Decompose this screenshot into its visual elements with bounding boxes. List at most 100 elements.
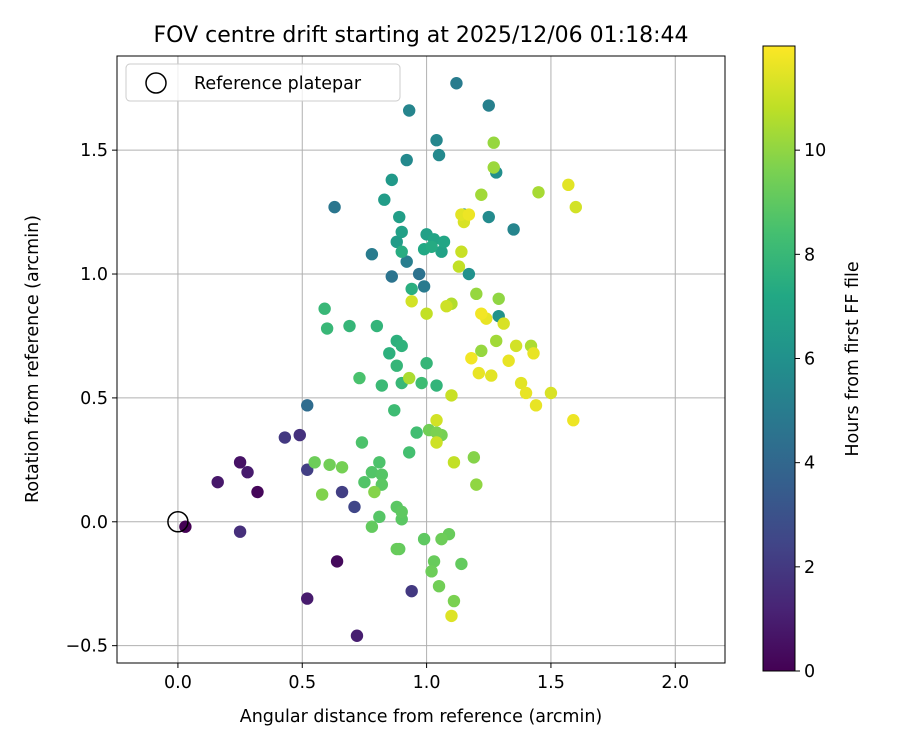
legend-entry-reference-platepar: Reference platepar bbox=[194, 74, 362, 94]
legend: Reference platepar bbox=[125, 63, 401, 102]
data-point bbox=[350, 629, 364, 642]
chart-title: FOV centre drift starting at 2025/12/06 … bbox=[154, 23, 689, 48]
data-point bbox=[385, 173, 398, 187]
data-point bbox=[395, 225, 408, 239]
data-point bbox=[502, 354, 515, 367]
data-point bbox=[320, 322, 334, 335]
data-point bbox=[470, 287, 483, 301]
data-point bbox=[402, 104, 416, 117]
data-point bbox=[383, 347, 396, 360]
data-point bbox=[293, 428, 306, 442]
y-tick-label: 0.0 bbox=[80, 513, 108, 533]
y-tick-label: 0.5 bbox=[80, 389, 108, 409]
y-tick-label: 1.0 bbox=[80, 265, 108, 285]
data-point bbox=[388, 404, 401, 417]
data-point bbox=[430, 379, 443, 392]
data-point bbox=[330, 555, 344, 568]
data-point bbox=[343, 319, 356, 333]
data-point bbox=[487, 161, 500, 174]
data-point bbox=[390, 235, 403, 249]
legend-reference-marker bbox=[145, 72, 167, 94]
colorbar-gradient bbox=[763, 46, 795, 671]
x-tick-label: 0.5 bbox=[288, 673, 316, 693]
data-point bbox=[318, 302, 331, 315]
data-point bbox=[373, 510, 386, 524]
data-point bbox=[514, 376, 528, 390]
data-point bbox=[462, 267, 476, 281]
data-point bbox=[335, 461, 349, 474]
data-point bbox=[378, 193, 391, 206]
data-point bbox=[348, 500, 361, 514]
data-point bbox=[569, 200, 582, 214]
data-point bbox=[487, 136, 500, 149]
data-point bbox=[368, 485, 381, 499]
reference-platepar-marker bbox=[167, 511, 189, 533]
data-point bbox=[475, 344, 488, 358]
data-point bbox=[400, 255, 413, 268]
data-point bbox=[308, 456, 321, 469]
data-point bbox=[445, 609, 458, 623]
data-point bbox=[402, 371, 416, 385]
data-point bbox=[211, 475, 224, 489]
data-point bbox=[435, 245, 448, 258]
data-point bbox=[375, 379, 389, 392]
colorbar-ticks: 0 2 4 6 8 10 bbox=[795, 141, 826, 682]
data-point bbox=[452, 260, 466, 273]
colorbar-tick-label: 6 bbox=[804, 350, 815, 370]
colorbar-tick-label: 2 bbox=[804, 558, 815, 578]
data-point bbox=[335, 485, 349, 499]
data-point bbox=[390, 359, 403, 372]
data-point bbox=[395, 505, 408, 519]
data-point bbox=[395, 245, 408, 258]
data-point bbox=[393, 210, 406, 224]
legend-box bbox=[125, 63, 401, 102]
data-point bbox=[402, 446, 416, 459]
colorbar-tick-label: 4 bbox=[804, 454, 815, 474]
colorbar-label: Hours from first FF file bbox=[843, 261, 863, 456]
data-point bbox=[425, 565, 438, 578]
data-point bbox=[241, 466, 254, 479]
data-point bbox=[405, 282, 418, 296]
plot-area-background bbox=[117, 56, 725, 663]
y-tick-label: 1.5 bbox=[80, 141, 108, 161]
x-tick-label: 1.0 bbox=[413, 673, 441, 693]
data-point bbox=[233, 525, 247, 538]
data-point bbox=[432, 579, 446, 593]
data-point bbox=[355, 436, 369, 449]
data-point bbox=[323, 458, 336, 471]
colorbar-tick-label: 10 bbox=[804, 141, 826, 161]
data-point bbox=[475, 188, 488, 201]
data-point bbox=[365, 520, 379, 533]
data-point bbox=[430, 436, 443, 449]
x-tick-label: 2.0 bbox=[661, 673, 689, 693]
data-point bbox=[420, 307, 433, 320]
data-point bbox=[365, 466, 379, 479]
data-point bbox=[328, 200, 341, 214]
data-point bbox=[509, 339, 523, 353]
data-point bbox=[390, 542, 403, 556]
tick-layer: 0.0 0.5 1.0 1.5 2.0 −0.5 0.0 0.5 1.0 1.5 bbox=[66, 141, 690, 693]
data-point bbox=[301, 592, 314, 605]
data-point bbox=[375, 468, 389, 481]
data-point bbox=[417, 532, 431, 546]
data-point bbox=[365, 248, 379, 261]
data-point bbox=[251, 485, 264, 499]
data-point bbox=[455, 557, 468, 571]
data-point bbox=[567, 414, 580, 427]
data-point bbox=[445, 389, 458, 402]
data-point bbox=[430, 414, 443, 427]
data-point bbox=[475, 307, 488, 320]
data-point bbox=[385, 270, 398, 283]
data-point bbox=[432, 148, 446, 162]
x-tick-label: 0.0 bbox=[164, 673, 192, 693]
data-point bbox=[400, 153, 413, 167]
data-point bbox=[492, 292, 505, 305]
data-point bbox=[415, 376, 428, 390]
data-point bbox=[315, 488, 329, 501]
data-point bbox=[278, 431, 292, 444]
data-point bbox=[430, 134, 443, 147]
x-axis-label: Angular distance from reference (arcmin) bbox=[240, 707, 603, 727]
colorbar-tick-label: 0 bbox=[804, 662, 815, 682]
data-point bbox=[465, 352, 478, 365]
data-point bbox=[532, 186, 545, 199]
